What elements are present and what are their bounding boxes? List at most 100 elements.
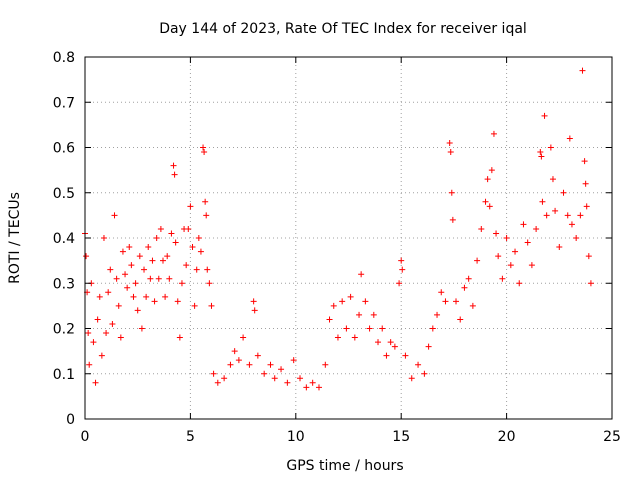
data-point xyxy=(221,375,228,382)
data-point xyxy=(347,293,354,300)
data-point xyxy=(250,298,257,305)
data-point xyxy=(581,158,588,165)
data-point xyxy=(100,235,107,241)
data-point xyxy=(315,384,322,391)
x-tick-label: 5 xyxy=(186,429,195,445)
data-point xyxy=(499,275,506,282)
y-tick-label: 0.5 xyxy=(53,186,75,202)
data-point xyxy=(387,339,394,346)
y-tick-label: 0.4 xyxy=(53,231,75,247)
data-point xyxy=(375,339,382,346)
data-point xyxy=(203,212,210,219)
data-point xyxy=(164,253,171,260)
data-point xyxy=(187,203,194,210)
data-point xyxy=(516,280,523,287)
data-point xyxy=(421,370,428,377)
data-point xyxy=(128,262,135,269)
data-point xyxy=(582,180,589,187)
data-point xyxy=(560,189,567,196)
data-point xyxy=(92,379,99,386)
data-point xyxy=(528,262,535,269)
data-point xyxy=(484,176,491,183)
data-point xyxy=(107,266,114,273)
data-point xyxy=(524,239,531,246)
data-point xyxy=(240,334,247,341)
x-axis-label: GPS time / hours xyxy=(286,458,403,474)
data-point xyxy=(449,216,456,223)
x-tick-label: 0 xyxy=(81,429,90,445)
data-point xyxy=(105,289,112,296)
data-point xyxy=(166,275,173,282)
data-point xyxy=(117,334,124,341)
data-point xyxy=(191,302,198,309)
y-axis-tick-labels: 0 0.1 0.2 0.3 0.4 0.5 0.6 0.7 0.8 xyxy=(53,50,75,428)
data-point xyxy=(204,266,211,273)
data-point xyxy=(396,280,403,287)
data-point xyxy=(254,352,261,359)
data-point xyxy=(278,366,285,373)
data-point xyxy=(383,352,390,359)
data-point xyxy=(309,379,316,386)
data-point xyxy=(251,307,258,314)
data-point xyxy=(98,352,105,359)
data-point xyxy=(189,244,196,251)
data-point xyxy=(96,293,103,300)
data-point xyxy=(185,225,192,232)
data-point xyxy=(537,149,544,156)
x-tick-label: 10 xyxy=(287,429,305,445)
data-point xyxy=(134,307,141,314)
y-tick-label: 0 xyxy=(66,412,75,428)
data-point xyxy=(200,144,207,151)
data-point xyxy=(235,357,242,364)
data-point xyxy=(145,244,152,251)
data-point xyxy=(267,361,274,368)
data-point xyxy=(362,298,369,305)
data-point xyxy=(330,302,337,309)
data-point xyxy=(438,289,445,296)
data-point xyxy=(486,203,493,210)
data-point xyxy=(159,257,166,264)
data-point xyxy=(153,235,160,241)
data-point xyxy=(109,320,116,327)
data-point xyxy=(399,266,406,273)
data-point xyxy=(85,330,92,337)
data-point xyxy=(402,352,409,359)
data-point xyxy=(507,262,514,269)
data-point xyxy=(549,176,556,183)
data-point xyxy=(564,212,571,219)
data-point xyxy=(334,334,341,341)
data-point xyxy=(141,266,148,273)
data-point xyxy=(538,153,545,160)
data-point xyxy=(113,275,120,282)
data-point xyxy=(339,298,346,305)
data-point xyxy=(261,370,268,377)
data-point xyxy=(201,149,208,156)
data-point xyxy=(391,343,398,350)
data-point xyxy=(461,284,468,291)
data-point xyxy=(351,334,358,341)
y-tick-label: 0.3 xyxy=(53,276,75,292)
data-point xyxy=(86,361,93,368)
data-point xyxy=(206,280,213,287)
data-point xyxy=(208,302,215,309)
data-point xyxy=(573,235,580,241)
data-point xyxy=(284,379,291,386)
y-tick-label: 0.2 xyxy=(53,322,75,338)
x-tick-label: 25 xyxy=(603,429,621,445)
data-point xyxy=(195,235,202,241)
data-point xyxy=(366,325,373,332)
data-point xyxy=(162,293,169,300)
data-point xyxy=(303,384,310,391)
data-point xyxy=(425,343,432,350)
data-point xyxy=(520,221,527,228)
data-point xyxy=(543,212,550,219)
data-point xyxy=(579,67,586,74)
data-point xyxy=(326,316,333,323)
data-point xyxy=(587,280,594,287)
data-point xyxy=(143,293,150,300)
data-point xyxy=(155,275,162,282)
data-point xyxy=(482,198,489,205)
data-point xyxy=(429,325,436,332)
data-point xyxy=(566,135,573,142)
